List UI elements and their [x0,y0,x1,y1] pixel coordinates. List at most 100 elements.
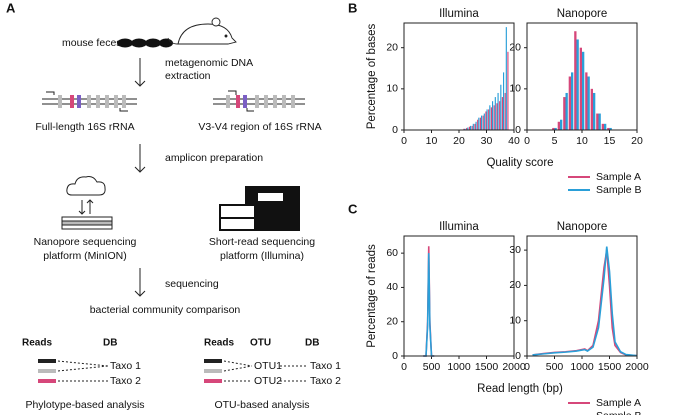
y-tick-label: 10 [386,83,398,95]
otu: OTU1 [254,360,282,372]
x-tick-label: 2000 [625,361,649,373]
bar [504,92,506,130]
bar [587,76,590,130]
bar [490,107,492,130]
y-tick-label: 10 [509,83,521,95]
reads-icon [204,359,308,383]
illumina-icon [219,186,300,231]
bar [501,97,503,130]
plot-frame [526,235,638,357]
x-tick-label: 5 [552,135,558,147]
line [532,249,638,357]
y-tick-label: 0 [515,350,521,362]
x-axis-label: Quality score [486,157,553,169]
x-tick-label: 20 [631,135,643,147]
label: bacterial community comparison [90,304,241,316]
bar [560,119,563,130]
x-tick-label: 0 [401,135,407,147]
x-tick-label: 500 [546,361,564,373]
bar [552,127,555,130]
chart-title: Nanopore [557,8,608,20]
label: sequencing [165,278,219,290]
plot-frame [403,235,515,357]
bar [475,121,477,130]
bar [499,101,501,130]
feces-icon [117,38,173,48]
bar [470,125,472,130]
x-tick-label: 40 [508,135,520,147]
label: platform (Illumina) [220,250,304,262]
x-tick-label: 30 [481,135,493,147]
legend-label: Sample A [596,171,641,183]
y-tick-label: 0 [392,124,398,136]
bar [574,31,577,130]
x-tick-label: 1000 [570,361,594,373]
label: metagenomic DNA [165,57,253,69]
bar [482,115,484,130]
reads-icon [38,359,109,383]
bar [496,103,498,130]
bar [466,127,468,130]
bar [483,113,485,130]
y-tick-label: 0 [515,124,521,136]
bar [493,105,495,130]
bar [471,125,473,130]
bar [607,127,610,130]
bar [579,47,582,130]
bar [604,123,607,130]
otu: OTU2 [254,375,282,387]
label: mouse feces [62,37,122,49]
legend-label: Sample B [596,410,642,415]
x-tick-label: 2000 [502,361,526,373]
legend-label: Sample B [596,184,642,196]
caption: OTU-based analysis [214,399,309,411]
bar [489,105,491,130]
x-tick-label: 0 [524,135,530,147]
bar [590,88,593,130]
bar [585,72,588,130]
y-axis-label: Percentage of reads [366,244,378,348]
x-tick-label: 1500 [475,361,499,373]
taxon: Taxo 2 [310,375,341,387]
bar [481,115,483,130]
header: Reads [22,338,52,349]
bar [593,92,596,130]
label: amplicon preparation [165,152,263,164]
x-tick-label: 1500 [598,361,622,373]
label: extraction [165,70,211,82]
bar [472,123,474,130]
bar [582,51,585,130]
bar [486,109,488,130]
y-tick-label: 20 [386,315,398,327]
panel-label: B [348,0,357,15]
x-tick-label: 0 [401,361,407,373]
x-tick-label: 20 [453,135,465,147]
dna-v3v4 [213,90,305,112]
bar [464,128,466,130]
header: DB [103,338,117,349]
bar [494,97,496,130]
x-tick-label: 500 [423,361,441,373]
arrow [134,144,146,173]
bar [485,111,487,130]
bar [601,123,604,130]
bar [492,101,494,130]
bar [563,97,566,130]
caption: Phylotype-based analysis [25,399,144,411]
bar [557,121,560,130]
bar [505,27,507,130]
x-tick-label: 10 [426,135,438,147]
bar [463,128,465,130]
label: V3-V4 region of 16S rRNA [198,121,321,133]
chart-title: Nanopore [557,221,608,233]
bar [503,72,505,130]
bar [500,84,502,130]
panel-label: A [6,0,16,15]
minion-icon [61,176,113,230]
panel-label: C [348,201,358,216]
plot-frame [526,22,638,131]
x-tick-label: 0 [524,361,530,373]
header: DB [305,338,319,349]
arrow [134,58,146,87]
